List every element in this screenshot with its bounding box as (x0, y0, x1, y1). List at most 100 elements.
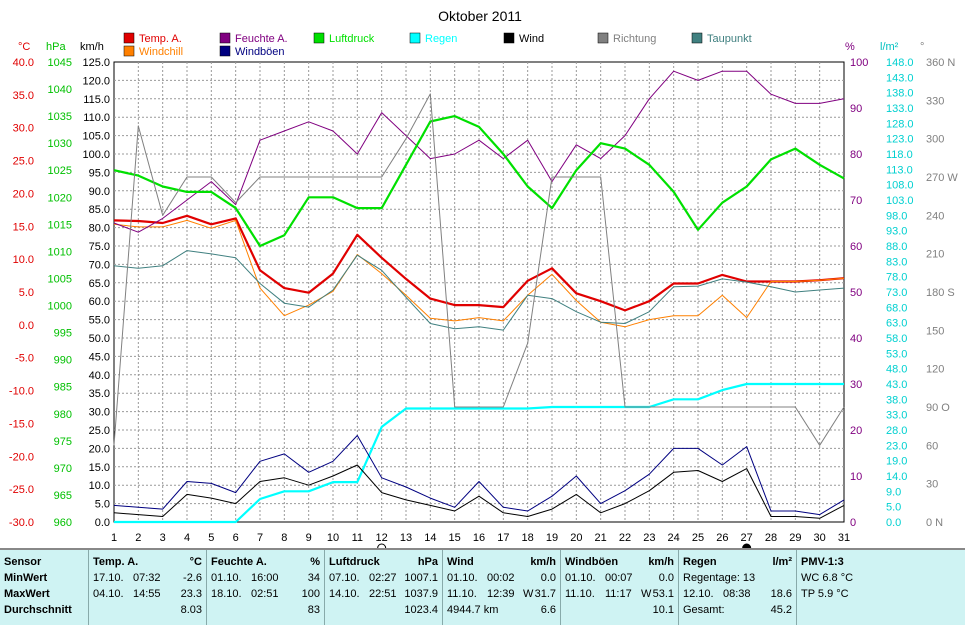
y-tick-wind: 35.0 (89, 388, 110, 400)
y-tick-temp: -5.0 (15, 353, 34, 365)
y-tick-rain: 103.0 (886, 195, 914, 207)
table-cell: 53.1 (652, 588, 674, 600)
table-cell: Feuchte A. (211, 556, 267, 568)
x-tick-label: 30 (814, 532, 826, 544)
legend-label: Temp. A. (139, 33, 182, 45)
axis-units: °C hPa km/h % l/m² ° (18, 41, 924, 53)
table-cell: Luftdruck (329, 556, 380, 568)
y-tick-hum: 90 (850, 103, 862, 115)
unit-press: hPa (46, 41, 66, 53)
series-line-6 (113, 464, 845, 519)
grid (113, 61, 845, 523)
x-tick-label: 25 (692, 532, 704, 544)
table-cell: MinWert (4, 572, 48, 584)
x-tick-label: 21 (595, 532, 607, 544)
y-tick-dir: 90 O (926, 402, 950, 414)
y-tick-wind: 0.0 (95, 517, 110, 529)
y-tick-rain: 68.0 (886, 302, 907, 314)
y-tick-press: 980 (54, 409, 72, 421)
y-tick-temp: 25.0 (13, 156, 34, 168)
y-tick-wind: 115.0 (83, 94, 110, 106)
y-tick-hum: 100 (850, 57, 868, 69)
y-tick-temp: 30.0 (13, 123, 34, 135)
x-tick-label: 29 (789, 532, 801, 544)
y-tick-press: 975 (54, 436, 72, 448)
y-tick-press: 965 (54, 490, 72, 502)
y-tick-temp: 40.0 (13, 57, 34, 69)
table-cell: Gesamt: (683, 604, 725, 616)
x-tick-label: 12 (376, 532, 388, 544)
table-cell: 00:07 (605, 572, 633, 584)
marker-open-circle (377, 543, 387, 548)
y-tick-wind: 65.0 (89, 278, 110, 290)
y-tick-rain: 28.0 (886, 425, 907, 437)
y-tick-temp: -15.0 (9, 418, 34, 430)
table-row: 01.10. 00:07 0.0 (565, 570, 674, 586)
table-cell: hPa (417, 556, 438, 568)
x-tick-label: 28 (765, 532, 777, 544)
y-tick-dir: 60 (926, 440, 938, 452)
table-row: 1023.4 (329, 602, 438, 618)
table-cell: 1037.9 (404, 588, 438, 600)
y-tick-rain: 53.0 (886, 348, 907, 360)
table-row: MaxWert (4, 586, 84, 602)
table-cell: MaxWert (4, 588, 50, 600)
y-tick-rain: 0.0 (886, 517, 901, 529)
series-line-8 (113, 93, 845, 446)
y-tick-dir: 300 (926, 134, 944, 146)
y-tick-rain: 143.0 (886, 72, 914, 84)
y-tick-wind: 125.0 (82, 57, 110, 69)
table-column: PMV-1:3 WC 6.8 °C TP 5.9 °C (796, 550, 965, 625)
y-tick-rain: 128.0 (886, 118, 914, 130)
y-tick-temp: 0.0 (19, 320, 34, 332)
table-cell: 83 (307, 604, 320, 616)
x-tick-label: 5 (208, 532, 214, 544)
x-tick-label: 9 (306, 532, 312, 544)
table-column: Temp. A. °C 17.10. 07:32 -2.6 04.10. 14:55 23.3… (88, 550, 206, 625)
y-tick-rain: 14.0 (886, 471, 907, 483)
table-cell: l/m² (772, 556, 792, 568)
y-tick-temp: 35.0 (13, 90, 34, 102)
table-cell: 22:51 (369, 588, 397, 600)
y-tick-rain: 48.0 (886, 364, 907, 376)
y-tick-rain: 78.0 (886, 272, 907, 284)
table-row: Gesamt: 45.2 (683, 602, 792, 618)
table-cell: 31.7 (534, 588, 556, 600)
y-tick-temp: 10.0 (13, 254, 34, 266)
legend-swatch (409, 32, 421, 44)
x-tick-label: 11 (352, 532, 363, 544)
legend-swatch (503, 32, 515, 44)
table-cell: 100 (301, 588, 320, 600)
y-tick-rain: 113.0 (886, 164, 913, 176)
table-cell: 14:55 (133, 588, 161, 600)
y-tick-wind: 85.0 (89, 204, 110, 216)
table-cell: 07.10. (329, 572, 360, 584)
x-tick-label: 16 (473, 532, 485, 544)
table-column: Windböen km/h 01.10. 00:07 0.0 11.10. 11:17 W 53… (560, 550, 678, 625)
y-tick-rain: 83.0 (886, 256, 907, 268)
y-tick-wind: 75.0 (89, 241, 110, 253)
table-cell: 12.10. (683, 588, 714, 600)
y-tick-dir: 360 N (926, 57, 955, 69)
x-tick-label: 15 (449, 532, 461, 544)
y-tick-wind: 70.0 (89, 259, 110, 271)
table-cell: Regen (683, 556, 717, 568)
y-tick-temp: 20.0 (13, 188, 34, 200)
y-tick-rain: 9.0 (886, 486, 901, 498)
legend-label: Taupunkt (707, 33, 752, 45)
unit-dir: ° (920, 41, 924, 53)
y-tick-rain: 73.0 (886, 287, 907, 299)
y-tick-wind: 50.0 (89, 333, 110, 345)
legend-swatch (313, 32, 325, 44)
table-row: 14.10. 22:51 1037.9 (329, 586, 438, 602)
table-cell: 10.1 (652, 604, 674, 616)
table-column: Feuchte A.% 01.10. 16:00 34 18.10. 02:51 100 83 (206, 550, 324, 625)
x-tick-label: 2 (135, 532, 141, 544)
stats-table: Sensor MinWert MaxWert Durchschnitt Temp. A.… (0, 548, 965, 625)
y-tick-wind: 95.0 (89, 167, 110, 179)
x-tick-label: 31 (838, 532, 850, 544)
y-tick-wind: 80.0 (89, 223, 110, 235)
table-cell: 14.10. (329, 588, 360, 600)
x-tick-label: 10 (327, 532, 339, 544)
table-row: 12.10. 08:38 18.6 (683, 586, 792, 602)
